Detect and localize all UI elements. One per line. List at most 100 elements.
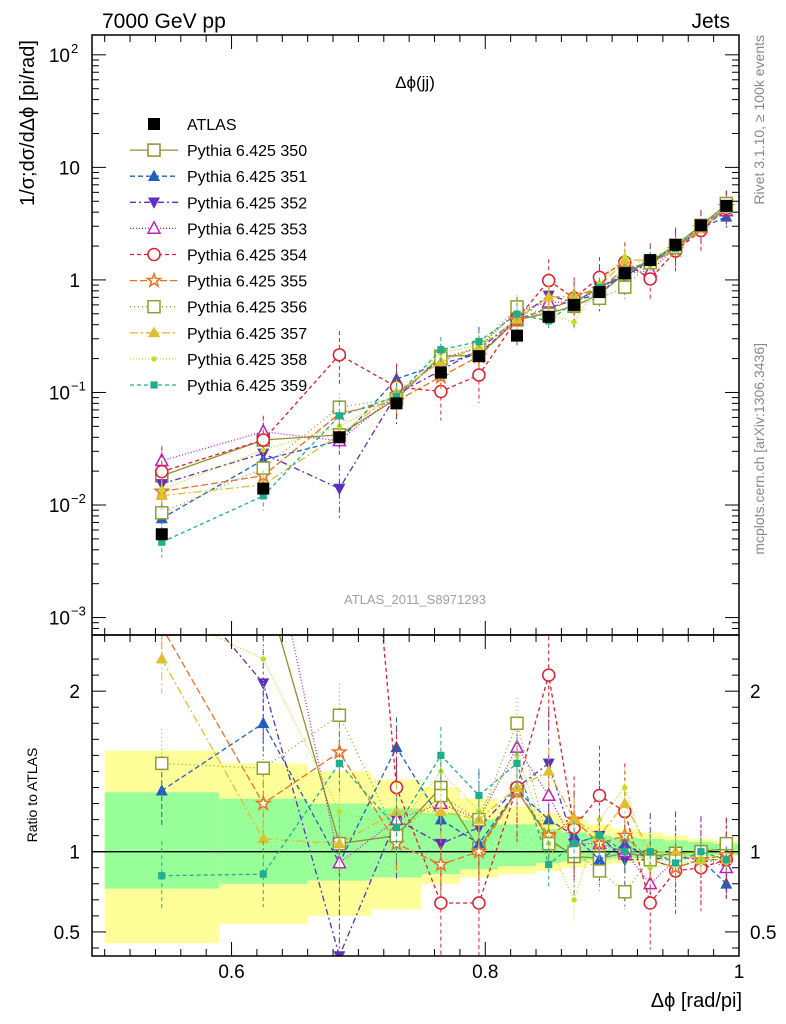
atlas-data-point — [434, 366, 447, 379]
y-tick-label-exponent: 2 — [71, 41, 78, 56]
series-353-ratio-point — [541, 787, 556, 802]
series-356-ratio-point — [155, 756, 169, 771]
series-355-main-line — [161, 206, 727, 493]
series-356-ratio-point — [332, 708, 347, 722]
series-358-ratio-point — [596, 816, 603, 823]
series-354-ratio-point — [434, 896, 448, 910]
series-358-ratio-point — [622, 784, 628, 791]
legend-marker — [150, 381, 158, 389]
series-358-ratio-point — [260, 656, 266, 662]
atlas-data-point — [542, 310, 555, 323]
series-353-main-line — [161, 210, 727, 462]
series-357-ratio-point — [510, 781, 524, 792]
y-tick-label: 10 — [59, 158, 80, 179]
atlas-data-point — [155, 528, 168, 541]
series-355-ratio-point — [470, 842, 488, 860]
watermark: ATLAS_2011_S8971293 — [344, 592, 486, 607]
series-359-ratio-point — [621, 848, 629, 856]
ratio-tick-label-right: 2 — [750, 682, 761, 703]
atlas-data-point — [720, 199, 733, 212]
side-label-rivet: Rivet 3.1.10, ≥ 100k events — [751, 35, 767, 205]
series-354-main-point — [155, 464, 169, 479]
atlas-data-point — [694, 219, 707, 232]
series-356-ratio-point — [256, 761, 271, 775]
ratio-series-layer — [155, 139, 736, 956]
series-359-ratio-point — [671, 859, 680, 867]
atlas-data-point — [510, 329, 523, 342]
main-series-layer — [152, 190, 736, 558]
y-tick-label: 10 — [49, 383, 70, 404]
y-tick-label: 10 — [49, 609, 70, 630]
legend-marker — [146, 220, 162, 234]
legend-marker — [147, 143, 161, 157]
series-359-ratio-point — [595, 832, 604, 840]
series-356-ratio-point — [618, 885, 632, 899]
y-tick-label: 10 — [49, 496, 70, 517]
legend-entry: Pythia 6.425 357 — [130, 326, 307, 343]
legend-label: Pythia 6.425 351 — [187, 169, 307, 186]
series-354-main-point — [256, 433, 271, 447]
ratio-tick-label-right: 1 — [750, 843, 761, 864]
legend-entry: Pythia 6.425 359 — [130, 378, 307, 395]
legend-entry: Pythia 6.425 356 — [130, 300, 307, 317]
y-axis-label: 1/σ;dσ/dΔϕ [pi/rad] — [17, 40, 39, 206]
series-358-main-point — [159, 486, 165, 493]
legend: ATLAS Pythia 6.425 350 Pythia 6.425 351 Pyt… — [130, 117, 307, 395]
series-354-ratio-point — [472, 896, 486, 910]
series-358-ratio-point — [336, 808, 343, 815]
x-tick-label: 1 — [734, 962, 745, 983]
legend-label: Pythia 6.425 358 — [187, 352, 307, 369]
legend-entry: Pythia 6.425 354 — [130, 248, 307, 265]
chart-title: Δϕ(jj) — [395, 73, 435, 92]
x-tick-label: 0.6 — [218, 962, 244, 983]
series-359-ratio-point — [570, 840, 578, 848]
legend-marker — [148, 169, 160, 181]
ratio-tick-label: 1 — [69, 843, 80, 864]
series-352-ratio-point — [333, 951, 346, 956]
legend-label: Pythia 6.425 359 — [187, 378, 307, 395]
legend-marker — [145, 271, 163, 289]
series-358-main-point — [260, 447, 266, 453]
atlas-data-point — [472, 350, 485, 363]
ratio-tick-label: 2 — [69, 682, 80, 703]
legend-entry: Pythia 6.425 353 — [130, 220, 307, 238]
series-357-ratio-point — [618, 797, 631, 808]
x-tick-label: 0.8 — [472, 962, 498, 983]
atlas-data-point — [669, 238, 682, 251]
series-359-main-point — [475, 337, 483, 346]
series-359-ratio-point — [513, 759, 521, 767]
series-354-main-line — [161, 207, 727, 473]
series-359-ratio-point — [392, 824, 401, 832]
legend-marker — [151, 356, 157, 362]
series-359-main-point — [513, 310, 521, 318]
legend-entry: Pythia 6.425 358 — [130, 352, 307, 369]
series-354-ratio-point — [541, 668, 556, 682]
legend-marker — [147, 326, 161, 338]
series-352-ratio-point — [257, 678, 270, 690]
series-358-main-point — [571, 319, 577, 326]
y-tick-label: 10 — [49, 46, 70, 67]
ratio-frame — [91, 634, 740, 957]
legend-label: ATLAS — [187, 117, 237, 134]
legend-entry: Pythia 6.425 351 — [130, 169, 307, 186]
series-359-ratio-point — [545, 860, 553, 869]
series-359-ratio-point — [158, 872, 166, 880]
y-tick-label-exponent: −2 — [71, 491, 86, 506]
series-357-ratio-point — [434, 805, 447, 816]
series-357-ratio-point — [155, 652, 168, 664]
series-354-ratio-point — [257, 573, 269, 585]
series-356-main-point — [155, 506, 169, 520]
atlas-data-point — [333, 431, 346, 444]
legend-label: Pythia 6.425 354 — [187, 248, 307, 265]
series-354-main-point — [472, 368, 486, 382]
series-357-main-point — [542, 290, 555, 302]
atlas-data-point — [257, 482, 270, 495]
series-352-main-line — [161, 207, 727, 490]
series-358-ratio-point — [647, 865, 653, 871]
series-356-ratio-point — [510, 716, 524, 731]
series-354-main-point — [332, 348, 347, 362]
series-354-main-point — [541, 273, 556, 288]
series-354-ratio-point — [333, 139, 345, 151]
legend-entry: Pythia 6.425 352 — [130, 195, 307, 212]
series-350-ratio-point — [257, 573, 269, 585]
